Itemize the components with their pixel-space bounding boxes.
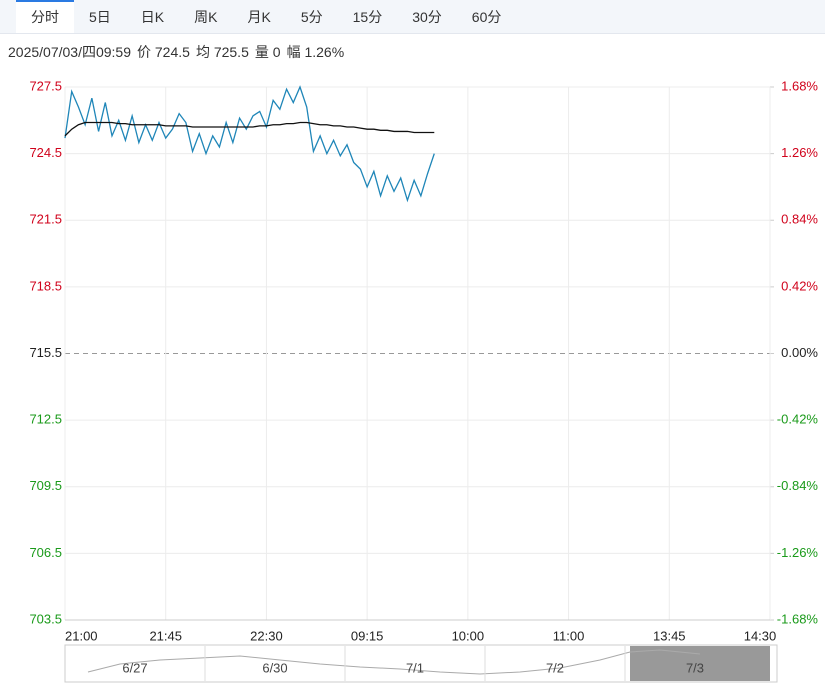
series-line [64, 85, 435, 203]
y2-tick-label: 1.26% [781, 145, 818, 160]
y-tick-label: 712.5 [29, 412, 62, 427]
tab[interactable]: 5日 [89, 9, 111, 25]
tab[interactable]: 日K [140, 9, 165, 25]
y-tick-label: 703.5 [29, 611, 62, 626]
x-tick-label: 21:45 [149, 628, 182, 643]
navigator-label: 6/27 [122, 660, 147, 675]
y-tick-label: 721.5 [29, 212, 62, 227]
x-tick-label: 14:30 [744, 628, 777, 643]
x-tick-label: 21:00 [65, 628, 98, 643]
y2-tick-label: -0.42% [777, 412, 819, 427]
info-item: 幅 1.26% [286, 44, 345, 60]
tab[interactable]: 周K [194, 9, 218, 25]
x-tick-label: 22:30 [250, 628, 283, 643]
y-tick-label: 715.5 [29, 345, 62, 360]
info-item: 量 0 [254, 44, 281, 60]
navigator-sparkline [87, 649, 701, 675]
info-line: 2025/07/03/四09:59 价 724.5 均 725.5 量 0 幅 1.26… [8, 42, 350, 62]
tab[interactable]: 15分 [352, 9, 383, 25]
y-tick-label: 724.5 [29, 145, 62, 160]
navigator-label: 7/1 [406, 660, 424, 675]
x-tick-label: 10:00 [452, 628, 485, 643]
x-tick-label: 13:45 [653, 628, 686, 643]
y2-tick-label: -1.68% [777, 611, 819, 626]
y2-tick-label: 0.84% [781, 212, 818, 227]
y-tick-label: 718.5 [29, 278, 62, 293]
tab[interactable]: 5分 [300, 9, 323, 25]
series-line [64, 121, 435, 137]
y-tick-label: 706.5 [29, 545, 62, 560]
y-tick-label: 727.5 [29, 78, 62, 93]
x-tick-label: 09:15 [351, 628, 384, 643]
navigator-label: 6/30 [262, 660, 287, 675]
navigator-selection[interactable] [630, 646, 770, 681]
y2-tick-label: -1.26% [777, 545, 819, 560]
y-tick-label: 709.5 [29, 478, 62, 493]
info-item: 均 725.5 [195, 44, 249, 60]
info-item: 价 724.5 [137, 44, 190, 60]
navigator-label: 7/3 [686, 660, 704, 675]
y2-tick-label: 1.68% [781, 78, 818, 93]
y2-tick-label: 0.42% [781, 278, 818, 293]
info-item: 2025/07/03/四09:59 [8, 44, 131, 60]
x-tick-label: 11:00 [553, 628, 585, 643]
y2-tick-label: -0.84% [777, 478, 819, 493]
tab[interactable]: 分时 [16, 0, 74, 33]
tab[interactable]: 60分 [471, 9, 502, 25]
navigator-label: 7/2 [546, 660, 564, 675]
tab-bar: 分时 5日 日K 周K 月K 5分 15分 30分 60分 [0, 0, 825, 34]
tab[interactable]: 30分 [412, 9, 442, 25]
tab[interactable]: 月K [247, 9, 271, 25]
y2-tick-label: 0.00% [781, 345, 818, 360]
